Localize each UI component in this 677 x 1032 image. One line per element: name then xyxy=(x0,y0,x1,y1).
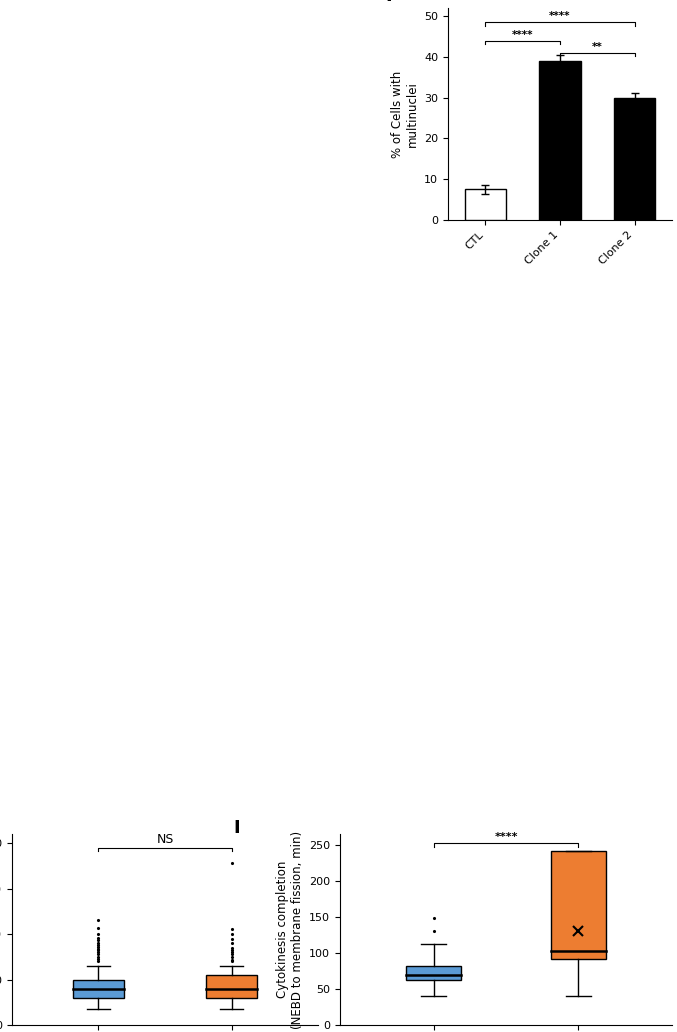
Bar xyxy=(206,975,257,998)
Bar xyxy=(614,98,655,220)
Bar xyxy=(73,979,124,998)
Bar xyxy=(540,61,581,220)
Y-axis label: % of Cells with
multinuclei: % of Cells with multinuclei xyxy=(391,70,418,158)
Text: NS: NS xyxy=(156,833,174,846)
Text: ****: **** xyxy=(549,11,571,22)
Text: **: ** xyxy=(592,42,603,52)
Y-axis label: Cytokinesis completion
(NEBD to membrane fission, min): Cytokinesis completion (NEBD to membrane… xyxy=(276,831,303,1029)
Text: ****: **** xyxy=(494,832,518,842)
Bar xyxy=(406,966,461,980)
Bar xyxy=(551,850,606,959)
Text: ****: **** xyxy=(512,30,533,40)
Bar xyxy=(465,190,506,220)
Text: I: I xyxy=(234,818,240,837)
Text: F: F xyxy=(385,0,397,5)
